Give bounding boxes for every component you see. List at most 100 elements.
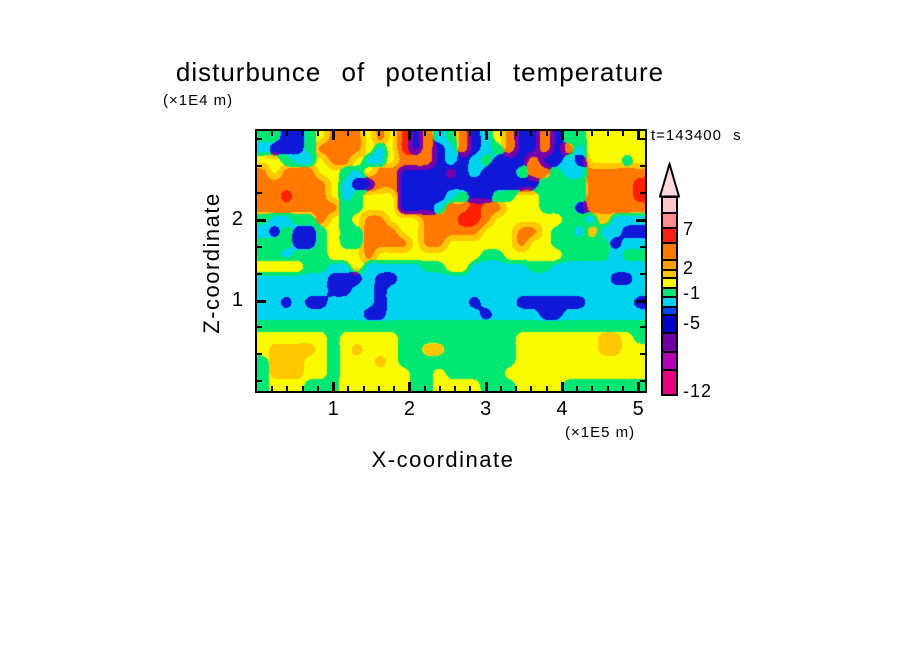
x-minor-tick	[591, 386, 593, 391]
y-minor-tick	[640, 380, 645, 382]
y-minor-tick	[640, 138, 645, 140]
x-tick-label: 5	[632, 398, 644, 420]
x-major-tick	[485, 382, 488, 391]
x-minor-tick	[576, 386, 578, 391]
x-minor-tick	[515, 386, 517, 391]
y-minor-tick	[257, 165, 262, 167]
x-minor-tick	[393, 386, 395, 391]
plot-area	[255, 129, 647, 393]
y-units-label: (×1E4 m)	[163, 92, 234, 109]
y-major-tick	[257, 219, 266, 222]
y-major-tick	[636, 300, 645, 303]
y-minor-tick	[640, 273, 645, 275]
colorbar-segment	[663, 198, 676, 214]
x-minor-tick	[317, 131, 319, 136]
x-minor-tick	[622, 131, 624, 136]
x-minor-tick	[591, 131, 593, 136]
x-minor-tick	[347, 386, 349, 391]
colorbar-segment	[663, 298, 676, 308]
x-minor-tick	[546, 386, 548, 391]
colorbar-segment	[663, 308, 676, 316]
y-major-tick	[636, 219, 645, 222]
colorbar-segment	[663, 371, 676, 394]
x-major-tick	[561, 131, 564, 140]
x-axis-label: X-coordinate	[371, 447, 515, 472]
x-major-tick	[332, 382, 335, 391]
x-minor-tick	[347, 131, 349, 136]
x-minor-tick	[286, 131, 288, 136]
y-major-tick	[257, 300, 266, 303]
x-minor-tick	[469, 386, 471, 391]
x-minor-tick	[515, 131, 517, 136]
x-minor-tick	[424, 386, 426, 391]
y-minor-tick	[257, 273, 262, 275]
x-major-tick	[408, 382, 411, 391]
x-minor-tick	[546, 131, 548, 136]
colorbar-segment	[663, 261, 676, 271]
x-minor-tick	[378, 386, 380, 391]
y-minor-tick	[640, 192, 645, 194]
x-major-tick	[485, 131, 488, 140]
x-minor-tick	[530, 131, 532, 136]
y-minor-tick	[640, 165, 645, 167]
contour-canvas	[257, 131, 645, 391]
y-minor-tick	[257, 353, 262, 355]
colorbar-tick-label: -12	[683, 381, 713, 401]
x-minor-tick	[302, 131, 304, 136]
x-minor-tick	[576, 131, 578, 136]
x-minor-tick	[454, 386, 456, 391]
x-minor-tick	[302, 386, 304, 391]
colorbar-segment	[663, 229, 676, 244]
x-units-label: (×1E5 m)	[565, 424, 636, 441]
x-major-tick	[332, 131, 335, 140]
x-minor-tick	[271, 386, 273, 391]
y-minor-tick	[257, 138, 262, 140]
colorbar-segment	[663, 316, 676, 334]
x-minor-tick	[469, 131, 471, 136]
colorbar-segment	[663, 271, 676, 279]
colorbar-segment	[663, 214, 676, 229]
y-minor-tick	[640, 326, 645, 328]
colorbar-arrow-icon	[659, 162, 680, 198]
x-minor-tick	[607, 131, 609, 136]
x-minor-tick	[424, 131, 426, 136]
x-minor-tick	[439, 386, 441, 391]
x-major-tick	[561, 382, 564, 391]
x-minor-tick	[378, 131, 380, 136]
x-minor-tick	[500, 131, 502, 136]
colorbar-segment	[663, 279, 676, 289]
x-minor-tick	[271, 131, 273, 136]
colorbar-tick-label: 7	[683, 219, 695, 239]
time-annotation: t=143400 s	[651, 127, 742, 144]
x-minor-tick	[530, 386, 532, 391]
colorbar-segment	[663, 334, 676, 353]
x-minor-tick	[317, 386, 319, 391]
x-tick-label: 3	[480, 398, 492, 420]
chart-title: disturbunce of potential temperature	[175, 57, 665, 87]
x-minor-tick	[500, 386, 502, 391]
colorbar	[661, 196, 678, 396]
y-minor-tick	[640, 353, 645, 355]
colorbar-tick-label: -5	[683, 313, 702, 333]
x-minor-tick	[363, 386, 365, 391]
y-tick-label: 2	[231, 207, 243, 230]
y-axis-label: Z-coordinate	[199, 192, 224, 334]
x-tick-label: 4	[556, 398, 568, 420]
x-minor-tick	[439, 131, 441, 136]
colorbar-segment	[663, 353, 676, 371]
colorbar-segment	[663, 244, 676, 261]
x-tick-label: 1	[327, 398, 339, 420]
y-minor-tick	[640, 246, 645, 248]
y-minor-tick	[257, 326, 262, 328]
y-tick-label: 1	[231, 288, 243, 311]
colorbar-tick-label: 2	[683, 258, 695, 278]
colorbar-tick-label: -1	[683, 283, 702, 303]
y-minor-tick	[257, 192, 262, 194]
x-minor-tick	[607, 386, 609, 391]
x-major-tick	[637, 382, 640, 391]
x-minor-tick	[363, 131, 365, 136]
y-minor-tick	[257, 380, 262, 382]
x-major-tick	[637, 131, 640, 140]
x-minor-tick	[454, 131, 456, 136]
